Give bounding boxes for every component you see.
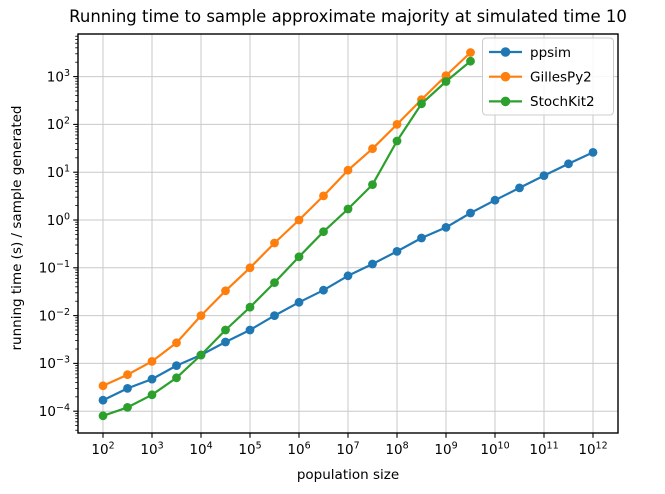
data-point-GillesPy2 [392, 120, 402, 129]
y-tick-label: 101 [47, 164, 70, 182]
x-tick-label: 102 [91, 441, 114, 459]
x-axis-label: population size [296, 467, 400, 483]
data-point-StochKit2 [417, 99, 426, 109]
data-point-ppsim [270, 311, 279, 320]
data-point-GillesPy2 [270, 238, 279, 248]
data-point-ppsim [392, 247, 402, 256]
y-tick-label: 10−3 [39, 355, 70, 373]
data-point-GillesPy2 [221, 286, 230, 296]
legend-marker-ppsim [500, 47, 511, 57]
data-point-StochKit2 [123, 403, 132, 412]
data-point-GillesPy2 [245, 263, 255, 273]
data-point-ppsim [515, 183, 524, 193]
data-point-GillesPy2 [343, 165, 353, 175]
data-point-ppsim [466, 208, 475, 218]
data-point-GillesPy2 [98, 381, 108, 391]
x-tick-label: 107 [336, 441, 359, 459]
data-point-StochKit2 [196, 350, 206, 360]
data-point-ppsim [417, 233, 426, 243]
data-point-StochKit2 [441, 77, 451, 86]
data-point-ppsim [245, 325, 255, 335]
series-StochKit2 [98, 56, 475, 421]
data-point-StochKit2 [172, 373, 181, 383]
legend-entry-GillesPy2: GillesPy2 [489, 70, 592, 86]
x-tick-label: 103 [140, 441, 163, 459]
data-point-GillesPy2 [368, 144, 377, 154]
tick-labels: 103 102 101 100 10−1 10−2 10−3 10−4 102 103 104 105… [39, 68, 608, 458]
y-axis-label: running time (s) / sample generated [9, 105, 25, 351]
legend-entry-ppsim: ppsim [489, 45, 571, 61]
data-point-StochKit2 [270, 278, 279, 287]
legend-box [482, 37, 614, 116]
legend-label-ppsim: ppsim [530, 45, 571, 61]
legend: ppsim GillesPy2 StochKit2 [482, 37, 614, 116]
data-point-ppsim [221, 337, 230, 347]
y-tick-label: 10−4 [39, 403, 70, 421]
data-point-GillesPy2 [196, 311, 206, 320]
series-line-StochKit2 [102, 60, 472, 417]
data-point-ppsim [123, 384, 132, 393]
x-tick-label: 1010 [480, 441, 509, 459]
legend-label-StochKit2: StochKit2 [530, 94, 595, 110]
data-point-StochKit2 [368, 180, 377, 190]
data-point-StochKit2 [343, 204, 353, 214]
x-tick-label: 1011 [529, 441, 558, 459]
data-point-StochKit2 [319, 227, 328, 237]
data-point-ppsim [172, 361, 181, 370]
series-line-GillesPy2 [102, 51, 472, 387]
data-point-ppsim [98, 395, 108, 405]
data-point-StochKit2 [98, 411, 108, 421]
chart-title: Running time to sample approximate major… [69, 7, 627, 26]
data-point-GillesPy2 [466, 48, 475, 57]
data-point-StochKit2 [466, 56, 475, 66]
legend-entry-StochKit2: StochKit2 [489, 94, 595, 110]
series-GillesPy2 [98, 48, 475, 391]
data-point-StochKit2 [392, 136, 402, 146]
data-point-StochKit2 [294, 252, 304, 262]
y-tick-label: 10−1 [39, 259, 70, 277]
x-tick-label: 1012 [578, 441, 607, 459]
x-tick-label: 108 [385, 441, 408, 459]
data-point-ppsim [441, 223, 451, 232]
data-point-ppsim [368, 259, 377, 269]
y-tick-label: 100 [47, 211, 70, 229]
data-point-ppsim [588, 148, 598, 157]
y-tick-label: 10−2 [39, 307, 70, 325]
x-tick-label: 104 [189, 441, 212, 459]
data-point-ppsim [319, 285, 328, 295]
data-point-StochKit2 [245, 302, 255, 312]
data-point-GillesPy2 [319, 191, 328, 201]
legend-marker-GillesPy2 [500, 71, 511, 82]
data-point-ppsim [147, 374, 157, 384]
x-tick-label: 109 [434, 441, 457, 459]
y-tick-label: 103 [47, 68, 70, 86]
data-point-ppsim [294, 297, 304, 307]
data-point-GillesPy2 [147, 357, 157, 366]
legend-label-GillesPy2: GillesPy2 [530, 70, 592, 86]
x-tick-label: 105 [238, 441, 261, 459]
axes-border [77, 33, 619, 434]
x-tick-label: 106 [287, 441, 310, 459]
data-point-StochKit2 [221, 325, 230, 335]
data-point-ppsim [564, 159, 573, 169]
data-point-ppsim [343, 271, 353, 281]
data-point-ppsim [490, 195, 500, 205]
legend-marker-StochKit2 [500, 96, 511, 107]
data-point-GillesPy2 [172, 338, 181, 348]
series-ppsim [98, 148, 598, 405]
y-tick-label: 102 [47, 116, 70, 134]
data-point-ppsim [539, 171, 549, 181]
data-point-GillesPy2 [294, 215, 304, 225]
data-point-GillesPy2 [123, 370, 132, 380]
data-point-StochKit2 [147, 390, 157, 400]
